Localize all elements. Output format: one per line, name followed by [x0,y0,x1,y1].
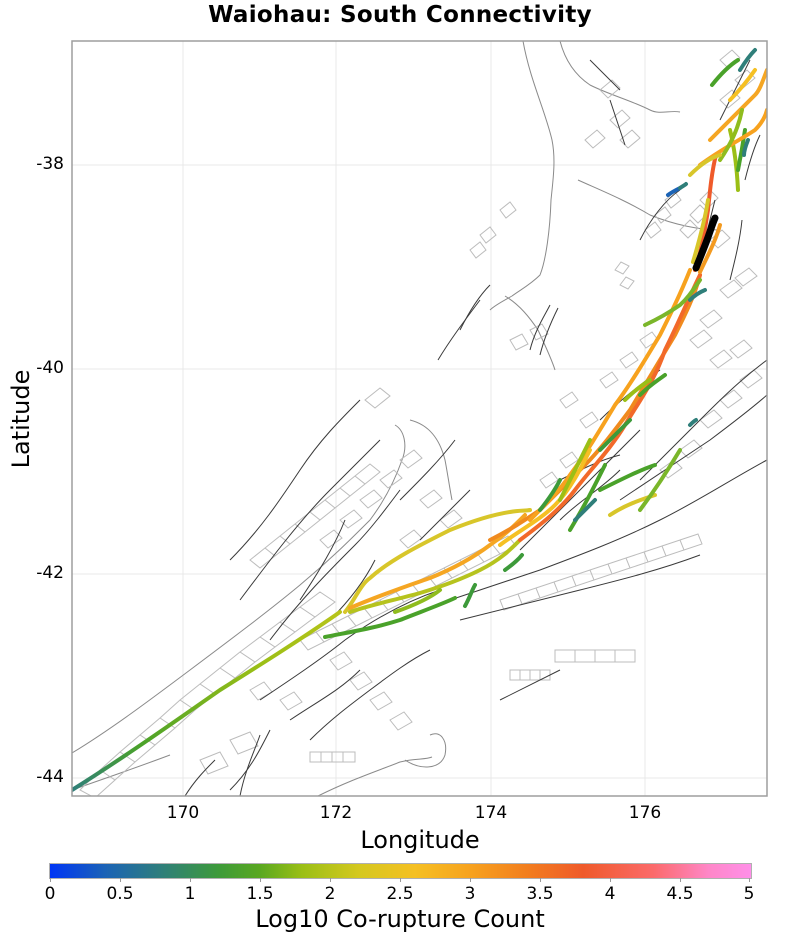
colorbar-tick-mark [540,878,541,882]
chart-title: Waiohau: South Connectivity [208,2,592,28]
x-tick-label: 170 [166,803,200,823]
x-tick-label: 176 [628,803,662,823]
y-tick-label: -38 [36,154,64,174]
x-tick-label: 174 [474,803,508,823]
colorbar-tick-label: 1.5 [246,884,274,904]
colorbar-tick-mark [190,878,191,882]
colorbar-tick-label: 5 [743,884,755,904]
colorbar-tick-mark [470,878,471,882]
colorbar-tick-label: 2.5 [386,884,414,904]
colorbar-tick-mark [50,878,51,882]
colorbar-tick-mark [330,878,331,882]
colorbar-tick-mark [680,878,681,882]
colorbar-tick-label: 0 [44,884,56,904]
colorbar-tick-label: 1 [184,884,196,904]
colorbar-tick-mark [749,878,750,882]
colorbar-tick-label: 3.5 [526,884,554,904]
colorbar [49,863,752,879]
colorbar-tick-mark [400,878,401,882]
source-fault-waiohau-south [692,214,719,272]
y-tick-label: -40 [36,358,64,378]
y-axis-label: Latitude [7,369,35,469]
colorbar-tick-label: 4.5 [666,884,694,904]
colorbar-tick-label: 0.5 [106,884,134,904]
fault-patches [79,49,763,796]
colorbar-tick-mark [610,878,611,882]
y-tick-label: -42 [36,563,64,583]
fault-traces [184,59,767,796]
y-tick-label: -44 [36,767,64,787]
colorbar-tick-label: 4 [604,884,616,904]
colorbar-tick-label: 3 [464,884,476,904]
colorbar-label: Log10 Co-rupture Count [255,905,545,933]
corupture-traces [72,48,767,792]
colorbar-tick-label: 2 [324,884,336,904]
plot-frame [71,40,768,797]
colorbar-tick-mark [120,878,121,882]
colorbar-tick-mark [260,878,261,882]
grid-lines [72,41,767,796]
alpine-fault-trace [72,610,342,792]
x-axis-label: Longitude [360,826,480,854]
x-tick-label: 172 [319,803,353,823]
